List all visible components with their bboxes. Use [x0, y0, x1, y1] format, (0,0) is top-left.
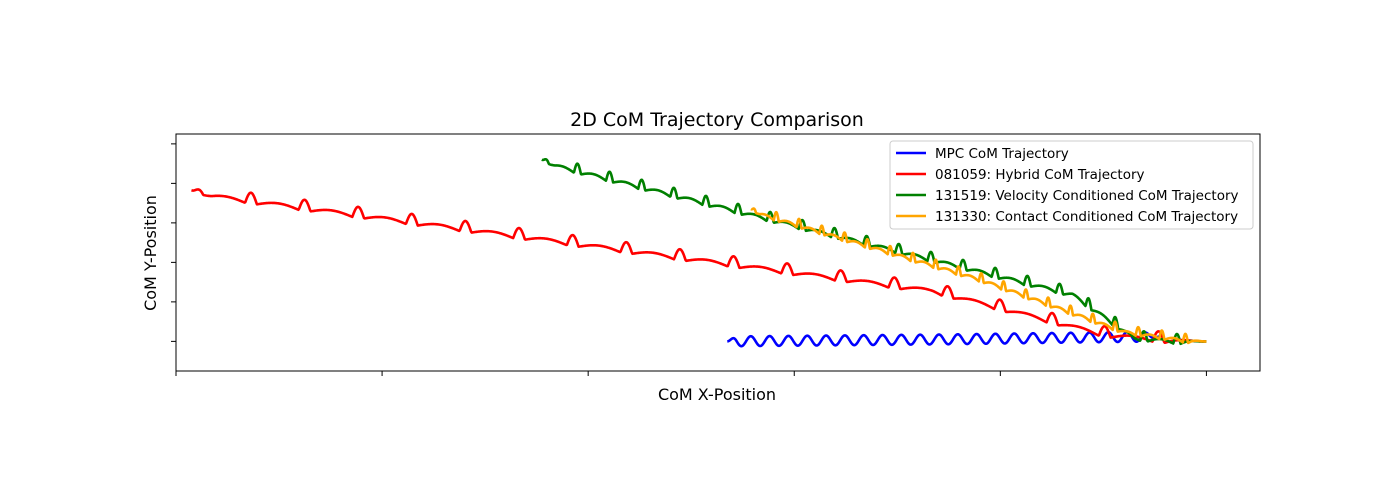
legend-label: MPC CoM Trajectory — [935, 146, 1069, 162]
legend-label: 131519: Velocity Conditioned CoM Traject… — [935, 188, 1239, 204]
x-axis-label: CoM X-Position — [658, 385, 776, 404]
legend-entry: 131330: Contact Conditioned CoM Trajecto… — [896, 209, 1238, 225]
legend: MPC CoM Trajectory 081059: Hybrid CoM Tr… — [889, 140, 1254, 230]
plot-frame — [175, 133, 1261, 372]
legend-label: 131330: Contact Conditioned CoM Trajecto… — [935, 209, 1238, 225]
chart-title: 2D CoM Trajectory Comparison — [570, 109, 864, 131]
series-layer — [190, 157, 1208, 348]
series-line-0 — [726, 330, 1162, 348]
legend-entry: 131519: Velocity Conditioned CoM Traject… — [896, 188, 1239, 204]
legend-box — [889, 140, 1254, 230]
plot-area — [171, 133, 1261, 376]
y-axis-ticks — [171, 143, 176, 342]
series-line-2 — [540, 157, 1208, 346]
series-line-3 — [750, 207, 1208, 345]
x-axis-ticks — [175, 371, 1207, 376]
legend-entry: MPC CoM Trajectory — [896, 146, 1069, 162]
y-axis-label: CoM Y-Position — [141, 195, 160, 311]
series-line-1 — [190, 188, 1207, 345]
legend-label: 081059: Hybrid CoM Trajectory — [935, 167, 1145, 183]
legend-entry: 081059: Hybrid CoM Trajectory — [896, 167, 1145, 183]
